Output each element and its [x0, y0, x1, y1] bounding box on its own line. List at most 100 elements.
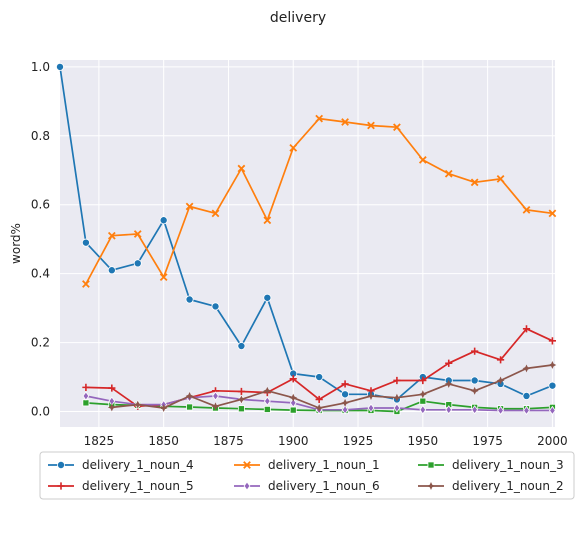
data-point: [315, 395, 323, 404]
legend-marker: [57, 482, 65, 490]
data-point: [470, 376, 479, 385]
y-axis-label: word%: [9, 223, 23, 264]
data-point: [315, 114, 324, 123]
data-point: [548, 209, 557, 218]
x-tick-label: 1975: [472, 434, 503, 448]
legend-marker: [243, 461, 251, 469]
series-layer: [56, 62, 557, 416]
y-tick-label: 1.0: [31, 60, 50, 74]
x-tick-label: 1900: [278, 434, 309, 448]
legend-item: delivery_1_noun_5: [48, 479, 194, 493]
x-tick-label: 1925: [343, 434, 374, 448]
data-point: [211, 209, 220, 218]
legend-item: delivery_1_noun_4: [48, 458, 194, 472]
data-point: [185, 392, 194, 400]
data-point: [82, 383, 90, 391]
data-point: [549, 405, 556, 416]
data-point: [237, 395, 246, 404]
data-point: [367, 403, 375, 413]
legend-label: delivery_1_noun_5: [82, 479, 194, 493]
data-point: [522, 325, 531, 333]
data-point: [237, 387, 246, 396]
data-point: [107, 231, 116, 240]
data-point: [393, 376, 401, 385]
legend-label: delivery_1_noun_6: [268, 479, 380, 493]
data-point: [82, 280, 90, 288]
legend-item: delivery_1_noun_2: [418, 479, 564, 493]
data-point: [522, 391, 531, 400]
legend-item: delivery_1_noun_1: [234, 458, 380, 472]
data-point: [497, 405, 504, 416]
legend-label: delivery_1_noun_3: [452, 458, 564, 472]
data-point: [237, 405, 245, 413]
data-point: [393, 403, 401, 413]
data-point: [133, 259, 142, 268]
data-point: [471, 347, 479, 355]
data-point: [444, 169, 453, 178]
data-point: [56, 62, 65, 71]
x-tick-label: 1950: [408, 434, 439, 448]
series-line: [111, 364, 553, 409]
data-point: [81, 238, 90, 247]
legend-marker: [243, 481, 251, 491]
data-point: [263, 386, 272, 395]
legend: delivery_1_noun_4 delivery_1_noun_1 delive…: [39, 451, 575, 500]
series-line: [59, 66, 553, 401]
data-point: [289, 143, 298, 152]
series-delivery_1_noun_2: [107, 361, 557, 413]
data-point: [471, 405, 479, 415]
data-point: [82, 391, 90, 401]
data-point: [367, 121, 375, 130]
data-point: [496, 175, 505, 183]
data-point: [237, 164, 246, 173]
y-tick-label: 0.2: [31, 336, 50, 350]
data-point: [445, 359, 453, 367]
data-point: [263, 405, 271, 413]
legend-item: delivery_1_noun_6: [234, 479, 380, 493]
data-point: [159, 216, 168, 225]
legend-box: [39, 451, 575, 500]
data-point: [444, 379, 453, 388]
legend-marker: [57, 460, 66, 469]
data-point: [289, 393, 298, 402]
data-point: [548, 337, 557, 345]
series-delivery_1_noun_1: [82, 114, 557, 288]
legend-marker: [427, 461, 435, 469]
data-point: [133, 230, 142, 238]
data-point: [315, 373, 324, 382]
legend-label: delivery_1_noun_4: [82, 458, 194, 472]
data-point: [418, 156, 427, 164]
data-point: [341, 118, 349, 126]
data-point: [315, 404, 324, 413]
data-point: [470, 178, 479, 187]
y-axis-ticks: 0.0 0.2 0.4 0.6 0.8 1.0: [31, 60, 50, 419]
data-point: [159, 273, 168, 281]
legend-label: delivery_1_noun_2: [452, 479, 564, 493]
data-point: [419, 397, 427, 405]
data-point: [263, 293, 272, 302]
chart-title: delivery: [270, 10, 326, 26]
data-point: [418, 390, 427, 399]
y-tick-label: 0.4: [31, 267, 50, 281]
data-point: [263, 396, 271, 406]
data-point: [185, 202, 194, 211]
data-point: [445, 405, 453, 415]
data-point: [263, 216, 272, 225]
data-point: [133, 400, 142, 409]
data-point: [185, 295, 194, 304]
x-tick-label: 2000: [537, 434, 568, 448]
data-point: [522, 206, 531, 214]
data-point: [211, 302, 220, 311]
y-tick-label: 0.0: [31, 404, 50, 418]
data-point: [212, 391, 219, 401]
data-point: [523, 405, 530, 416]
data-point: [496, 376, 505, 385]
data-point: [186, 403, 194, 411]
data-point: [341, 398, 350, 407]
data-point: [393, 123, 401, 132]
x-axis-ticks: 1825 1850 1875 1900 1925 1950 1975 2000: [84, 434, 568, 448]
data-point: [419, 376, 427, 385]
x-tick-label: 1825: [84, 434, 115, 448]
data-point: [341, 405, 349, 415]
